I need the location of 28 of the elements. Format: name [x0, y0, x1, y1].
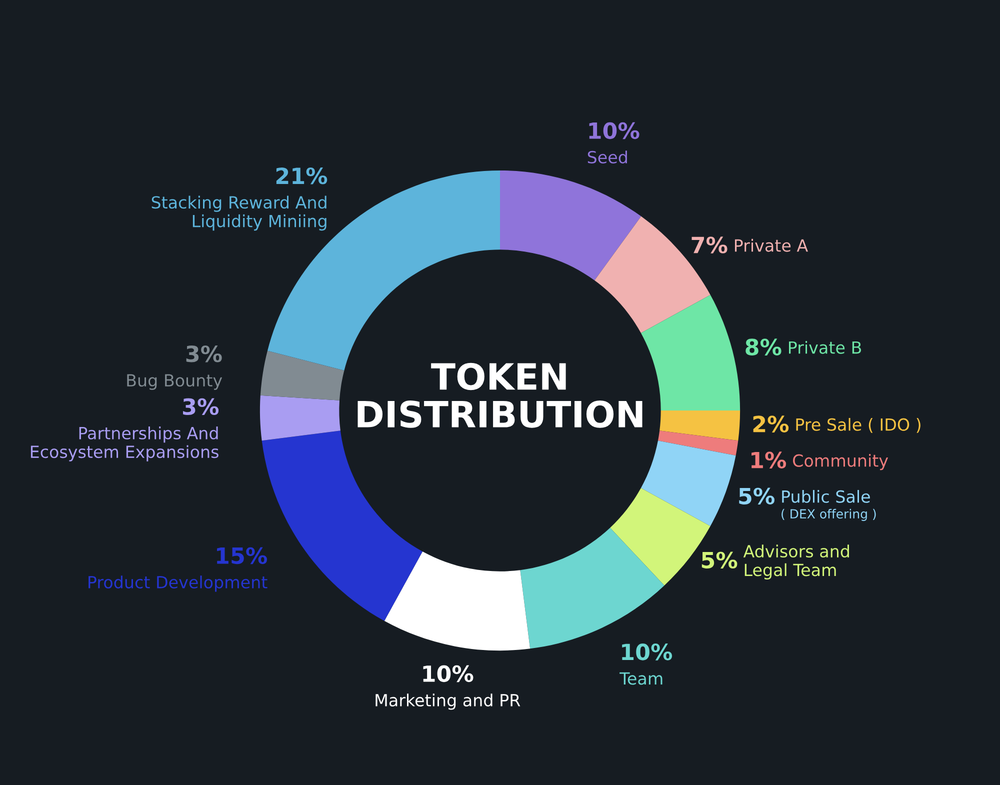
data-label: 7% [692, 236, 728, 254]
slice-label: Product Development [88, 576, 268, 592]
slice-label: Stacking Reward And Liquidity Miniing [152, 196, 326, 231]
data-label: 3% [186, 345, 222, 362]
data-label: 5% [702, 552, 738, 568]
slice-label: Bug Bounty [127, 374, 222, 390]
slice-label: Team [620, 672, 662, 685]
slice-label: Advisors and Legal Team [743, 544, 849, 580]
data-label: 5% [739, 488, 774, 504]
data-label: 10% [589, 122, 640, 140]
data-label: 8% [746, 338, 782, 356]
data-label: 15% [217, 547, 267, 564]
slice-label: Public Sale [782, 490, 870, 503]
slice-label: Seed [588, 150, 627, 164]
slice-label: Pre Sale ( IDO ) [796, 418, 920, 433]
data-label: 10% [423, 665, 474, 682]
data-label: 21% [276, 167, 328, 184]
slice-label: Partnerships And Ecosystem Expansions [30, 426, 218, 462]
data-label: 10% [622, 644, 672, 660]
data-label: 3% [183, 398, 219, 416]
slice-label: Marketing and PR [376, 694, 520, 710]
data-label: 1% [752, 452, 786, 468]
slice-label: Community [793, 454, 888, 470]
slice-label: Private A [734, 238, 808, 252]
text: TOKEN DISTRIBUTION [358, 362, 642, 428]
data-label: 2% [753, 416, 789, 432]
slice-label: Private B [788, 340, 862, 354]
text: ( DEX offering ) [782, 508, 876, 521]
